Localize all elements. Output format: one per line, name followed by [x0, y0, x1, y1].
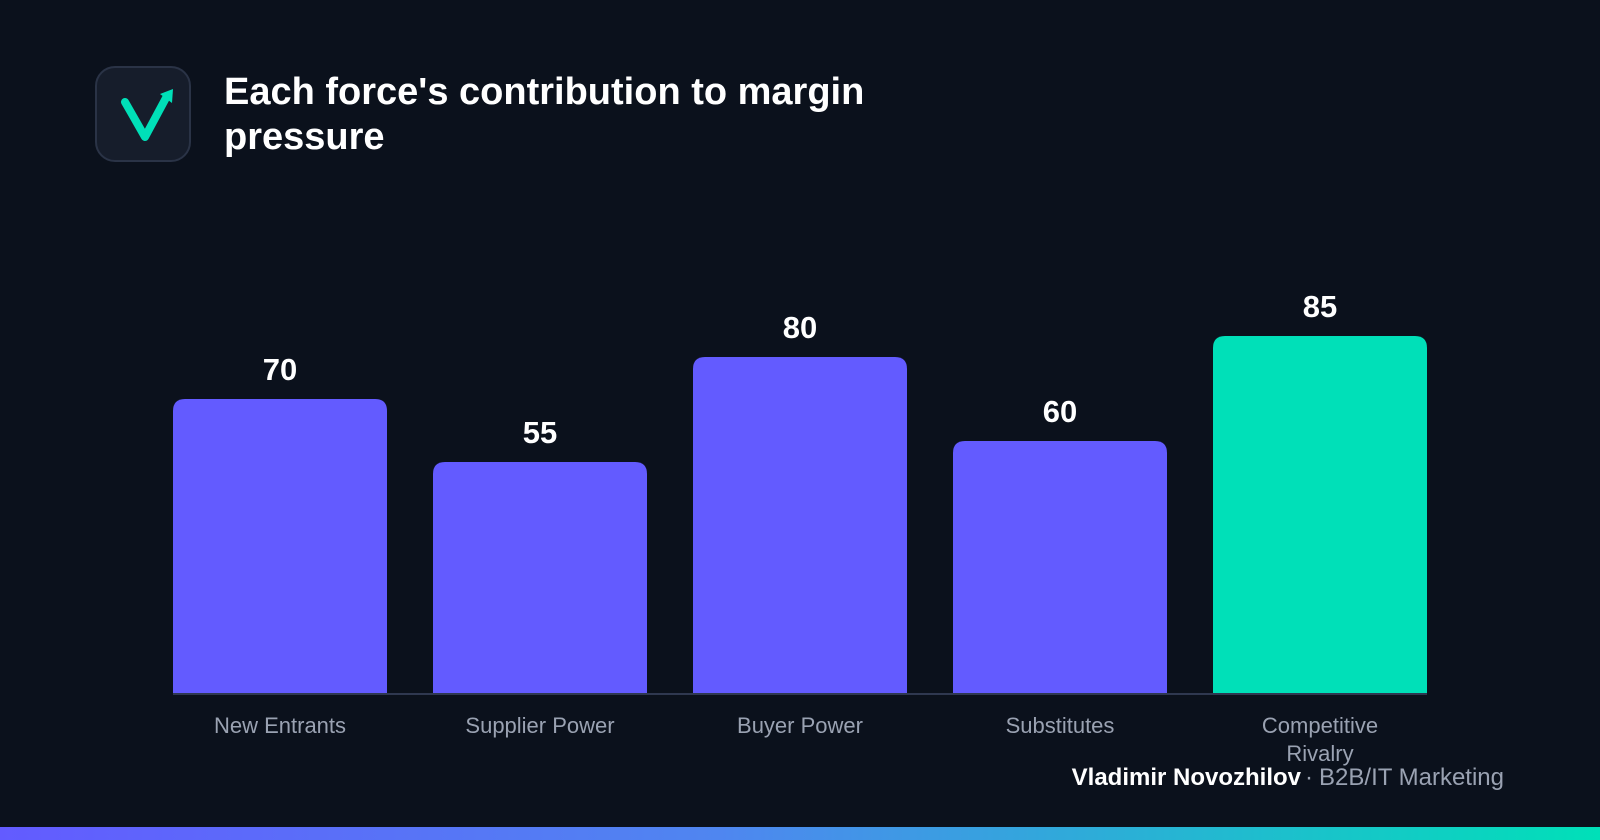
- bar-2: [693, 357, 907, 693]
- bar-4: [1213, 336, 1427, 693]
- author-credit: Vladimir Novozhilov · B2B/IT Marketing: [1072, 762, 1504, 794]
- value-label-1: 55: [523, 415, 557, 450]
- category-label-2: Buyer Power: [737, 713, 863, 738]
- category-label-1: Supplier Power: [465, 713, 614, 738]
- bar-0: [173, 399, 387, 693]
- category-label-3: Substitutes: [1006, 713, 1115, 738]
- value-label-0: 70: [263, 352, 297, 387]
- credit-separator: ·: [1305, 764, 1314, 791]
- bar-1: [433, 462, 647, 693]
- author-role: B2B/IT Marketing: [1319, 764, 1504, 791]
- author-name: Vladimir Novozhilov: [1071, 764, 1302, 791]
- category-label-4: Competitive Rivalry: [1262, 713, 1378, 766]
- page-title: Each force's contribution to margin pres…: [224, 71, 865, 158]
- value-label-3: 60: [1043, 394, 1077, 429]
- category-label-0: New Entrants: [214, 713, 346, 738]
- brand-logo: [95, 66, 191, 162]
- bar-3: [953, 441, 1167, 693]
- check-arrow-icon: [121, 89, 173, 141]
- value-label-2: 80: [783, 310, 817, 345]
- value-label-4: 85: [1303, 289, 1337, 324]
- accent-gradient-bar: [0, 827, 1600, 840]
